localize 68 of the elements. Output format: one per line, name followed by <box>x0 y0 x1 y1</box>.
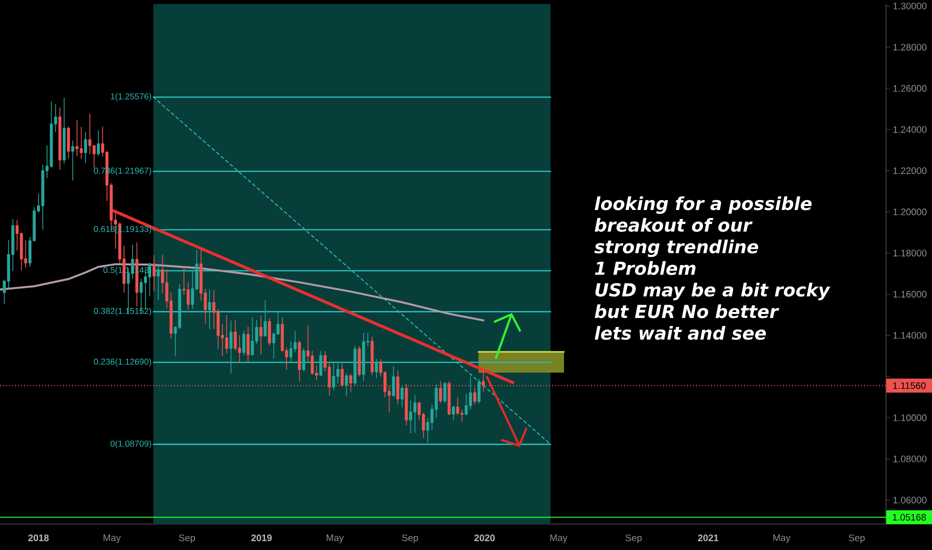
candlestick <box>478 378 481 404</box>
candlestick <box>344 372 348 396</box>
x-tick-label: 2020 <box>474 534 495 542</box>
candlestick <box>370 336 374 376</box>
annotation: lets wait and see <box>594 326 766 340</box>
candlestick <box>374 358 378 378</box>
y-tick-label: 1.06000 <box>893 496 927 504</box>
candlestick <box>84 132 88 164</box>
line-series <box>0 263 484 322</box>
series-label: 0.236(1.12690) <box>94 358 152 366</box>
x-tick-label: Sep <box>402 534 418 544</box>
ref-line-label: 1.05168 <box>892 514 926 521</box>
candlestick <box>58 107 62 170</box>
x-tick-label: 2021 <box>698 534 718 542</box>
x-tick-label: Sep <box>179 534 196 544</box>
y-tick-label: 1.28000 <box>893 44 927 51</box>
y-tick-label: 1.30000 <box>893 2 927 10</box>
candlestick <box>302 348 306 372</box>
y-tick-label: 1.16000 <box>893 290 927 298</box>
x-tick-label: Sep <box>848 534 865 544</box>
y-tick-label: 1.22000 <box>893 167 927 174</box>
candlestick <box>443 381 446 404</box>
candlestick <box>259 315 262 355</box>
candlestick <box>400 386 404 408</box>
candlestick <box>250 317 254 356</box>
x-tick-label: May <box>550 534 568 543</box>
annotation: looking for a possible <box>594 196 812 214</box>
x-tick-label: 2019 <box>251 534 272 542</box>
candlestick <box>332 362 336 390</box>
y-tick-label: 1.18000 <box>893 250 927 256</box>
y-tick-label: 1.08000 <box>893 456 927 462</box>
candlestick <box>96 130 100 156</box>
series-label: 1(1.25576) <box>110 93 152 102</box>
candlestick <box>354 346 357 386</box>
candlestick <box>229 320 232 374</box>
annotation: USD may be a bit rocky <box>595 282 830 300</box>
y-tick-label: 1.20000 <box>893 208 927 216</box>
candlestick <box>452 405 455 420</box>
ref-line-label: 1.11560 <box>893 382 926 389</box>
candlestick <box>358 346 361 377</box>
candlestick <box>413 394 416 434</box>
annotation: breakout of our <box>594 218 753 232</box>
candlestick <box>246 326 250 363</box>
candlestick <box>268 318 271 346</box>
annotation: 1 Problem <box>594 261 696 276</box>
candlestick <box>319 350 322 376</box>
x-tick-label: 2018 <box>28 534 49 542</box>
annotation: but EUR No better <box>594 304 780 318</box>
candlestick <box>264 300 267 337</box>
y-tick-label: 1.14000 <box>893 332 927 339</box>
candlestick <box>62 97 66 164</box>
x-tick-label: Sep <box>626 534 642 544</box>
candlestick <box>298 340 301 382</box>
annotation: strong trendline <box>594 240 758 258</box>
candlestick <box>392 366 396 397</box>
y-tick-label: 1.10000 <box>893 414 927 422</box>
candlestick <box>242 330 246 356</box>
candlestick <box>152 254 156 292</box>
candlestick <box>362 332 366 381</box>
series-label: 0(1.08709) <box>110 440 152 448</box>
x-tick-label: May <box>773 534 790 543</box>
candlestick <box>66 126 70 159</box>
candlestick <box>208 290 212 330</box>
x-tick-label: May <box>104 534 121 543</box>
x-tick-label: May <box>326 534 344 543</box>
y-tick-label: 1.26000 <box>893 85 927 92</box>
series-label: 0.382(1.15152) <box>94 308 152 316</box>
y-tick-label: 1.24000 <box>893 126 927 133</box>
